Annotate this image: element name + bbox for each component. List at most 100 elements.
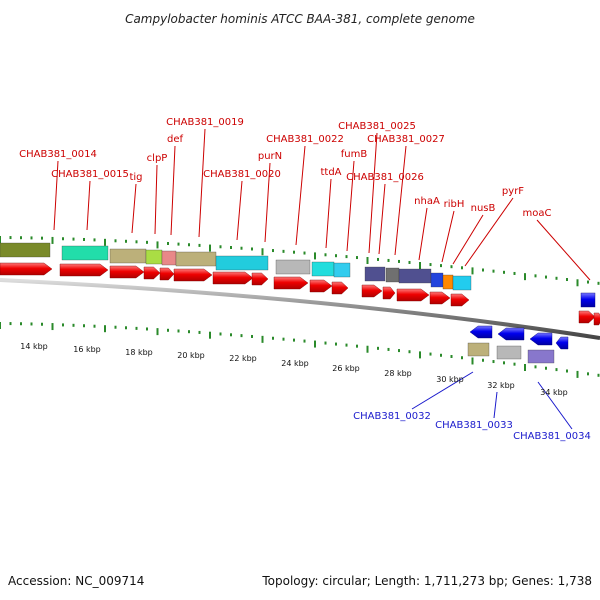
map-title: Campylobacter hominis ATCC BAA-381, comp… <box>125 12 475 26</box>
forward-genes <box>0 262 600 326</box>
forward-gene-arrow <box>59 263 109 277</box>
gene-label: CHAB381_0027 <box>367 134 445 145</box>
kbp-label: 26 kbp <box>332 364 360 373</box>
kbp-label: 28 kbp <box>384 369 412 378</box>
genome-backbone <box>0 278 600 340</box>
forward-gene-arrow <box>361 284 383 298</box>
leader-line <box>394 145 407 256</box>
leader-line <box>536 219 591 281</box>
leader-line <box>411 371 474 410</box>
leader-line <box>346 160 355 252</box>
reverse-gene-arrow <box>529 332 553 346</box>
forward-gene-arrow <box>143 266 161 280</box>
leader-line <box>537 381 573 430</box>
gene-label: clpP <box>147 153 168 164</box>
gene-label: tig <box>129 172 142 183</box>
kbp-label: 32 kbp <box>487 381 515 390</box>
leader-line <box>325 178 332 249</box>
cyan-feature-bar <box>452 275 472 291</box>
leader-line <box>131 183 137 234</box>
gene-label: CHAB381_0026 <box>346 172 424 183</box>
reverse-gene-arrow <box>555 336 569 350</box>
gene-label: nusB <box>471 203 496 214</box>
navy-feature-bar <box>398 268 432 284</box>
grey-feature-bar <box>385 267 400 283</box>
gene-label: purN <box>258 151 282 162</box>
lime-feature-bar <box>145 249 163 265</box>
leader-line <box>493 391 498 419</box>
forward-gene-arrow <box>593 312 600 326</box>
gene-label: CHAB381_0014 <box>19 149 97 160</box>
forward-gene-arrow <box>109 265 145 279</box>
grey-feature-bar <box>275 259 311 275</box>
khaki-feature-bar <box>109 248 147 264</box>
gene-label: pyrF <box>502 186 524 197</box>
olive-feature-bar <box>0 242 51 258</box>
forward-gene-arrow <box>273 276 309 290</box>
forward-gene-arrow <box>173 268 213 282</box>
gene-label: CHAB381_0032 <box>353 411 431 422</box>
forward-gene-arrow <box>450 293 470 307</box>
leader-line <box>198 128 206 238</box>
tick-row-bottom <box>0 322 600 378</box>
kbp-label: 16 kbp <box>73 345 101 354</box>
kbp-label: 30 kbp <box>436 375 464 384</box>
pink-feature-bar <box>161 250 177 266</box>
forward-gene-arrow <box>396 288 430 302</box>
forward-gene-arrow <box>212 271 254 285</box>
navy-feature-bar <box>364 266 386 282</box>
gene-label: moaC <box>523 208 552 219</box>
gene-label: nhaA <box>414 196 440 207</box>
leader-line <box>170 145 176 236</box>
kbp-label: 24 kbp <box>281 359 309 368</box>
reverse-gene-arrow <box>497 327 525 341</box>
leader-line <box>295 145 306 246</box>
leader-line <box>236 180 243 241</box>
leader-line <box>53 160 59 231</box>
leader-line <box>264 162 271 243</box>
kbp-label: 20 kbp <box>177 351 205 360</box>
leader-line <box>452 214 484 265</box>
kbp-label: 34 kbp <box>540 388 568 397</box>
khaki-feature-bar <box>175 251 217 267</box>
leader-line <box>86 180 91 231</box>
gene-label: ribH <box>444 199 465 210</box>
tick-row-top <box>0 236 600 287</box>
gene-label: CHAB381_0015 <box>51 169 129 180</box>
gene-label: ttdA <box>320 167 341 178</box>
kbp-label: 22 kbp <box>229 354 257 363</box>
gene-label: CHAB381_0022 <box>266 134 344 145</box>
khaki-feature-bar <box>467 342 490 357</box>
grey-feature-bar <box>496 345 522 360</box>
leader-line <box>378 183 386 255</box>
gene-label: CHAB381_0033 <box>435 420 513 431</box>
reverse-gene-arrow <box>469 325 493 339</box>
cyan-feature-bar <box>311 261 335 277</box>
leader-line <box>418 207 428 261</box>
reverse-genes <box>467 292 596 364</box>
leader-line <box>464 197 514 267</box>
teal-feature-bar <box>61 245 109 261</box>
cyan-feature-bar <box>215 255 269 271</box>
label-leaders <box>53 128 591 430</box>
gene-label: CHAB381_0019 <box>166 117 244 128</box>
blue-feature-bar <box>430 272 444 288</box>
gene-label: CHAB381_0020 <box>203 169 281 180</box>
forward-gene-arrow <box>159 267 175 281</box>
forward-gene-arrow <box>251 272 269 286</box>
topology-text: Topology: circular; Length: 1,711,273 bp… <box>262 574 592 588</box>
forward-gene-arrow <box>578 310 596 324</box>
kbp-labels: 14 kbp 16 kbp 18 kbp 20 kbp 22 kbp 24 kbp 26 k… <box>20 342 568 397</box>
gene-label: CHAB381_0034 <box>513 431 591 442</box>
kbp-label: 18 kbp <box>125 348 153 357</box>
purple-feature-bar <box>527 349 555 364</box>
gene-label: def <box>167 134 184 145</box>
forward-gene-arrow <box>429 291 451 305</box>
leader-line <box>154 164 158 235</box>
forward-gene-arrow <box>331 281 349 295</box>
forward-gene-arrow <box>0 262 53 276</box>
leader-line <box>441 210 455 263</box>
